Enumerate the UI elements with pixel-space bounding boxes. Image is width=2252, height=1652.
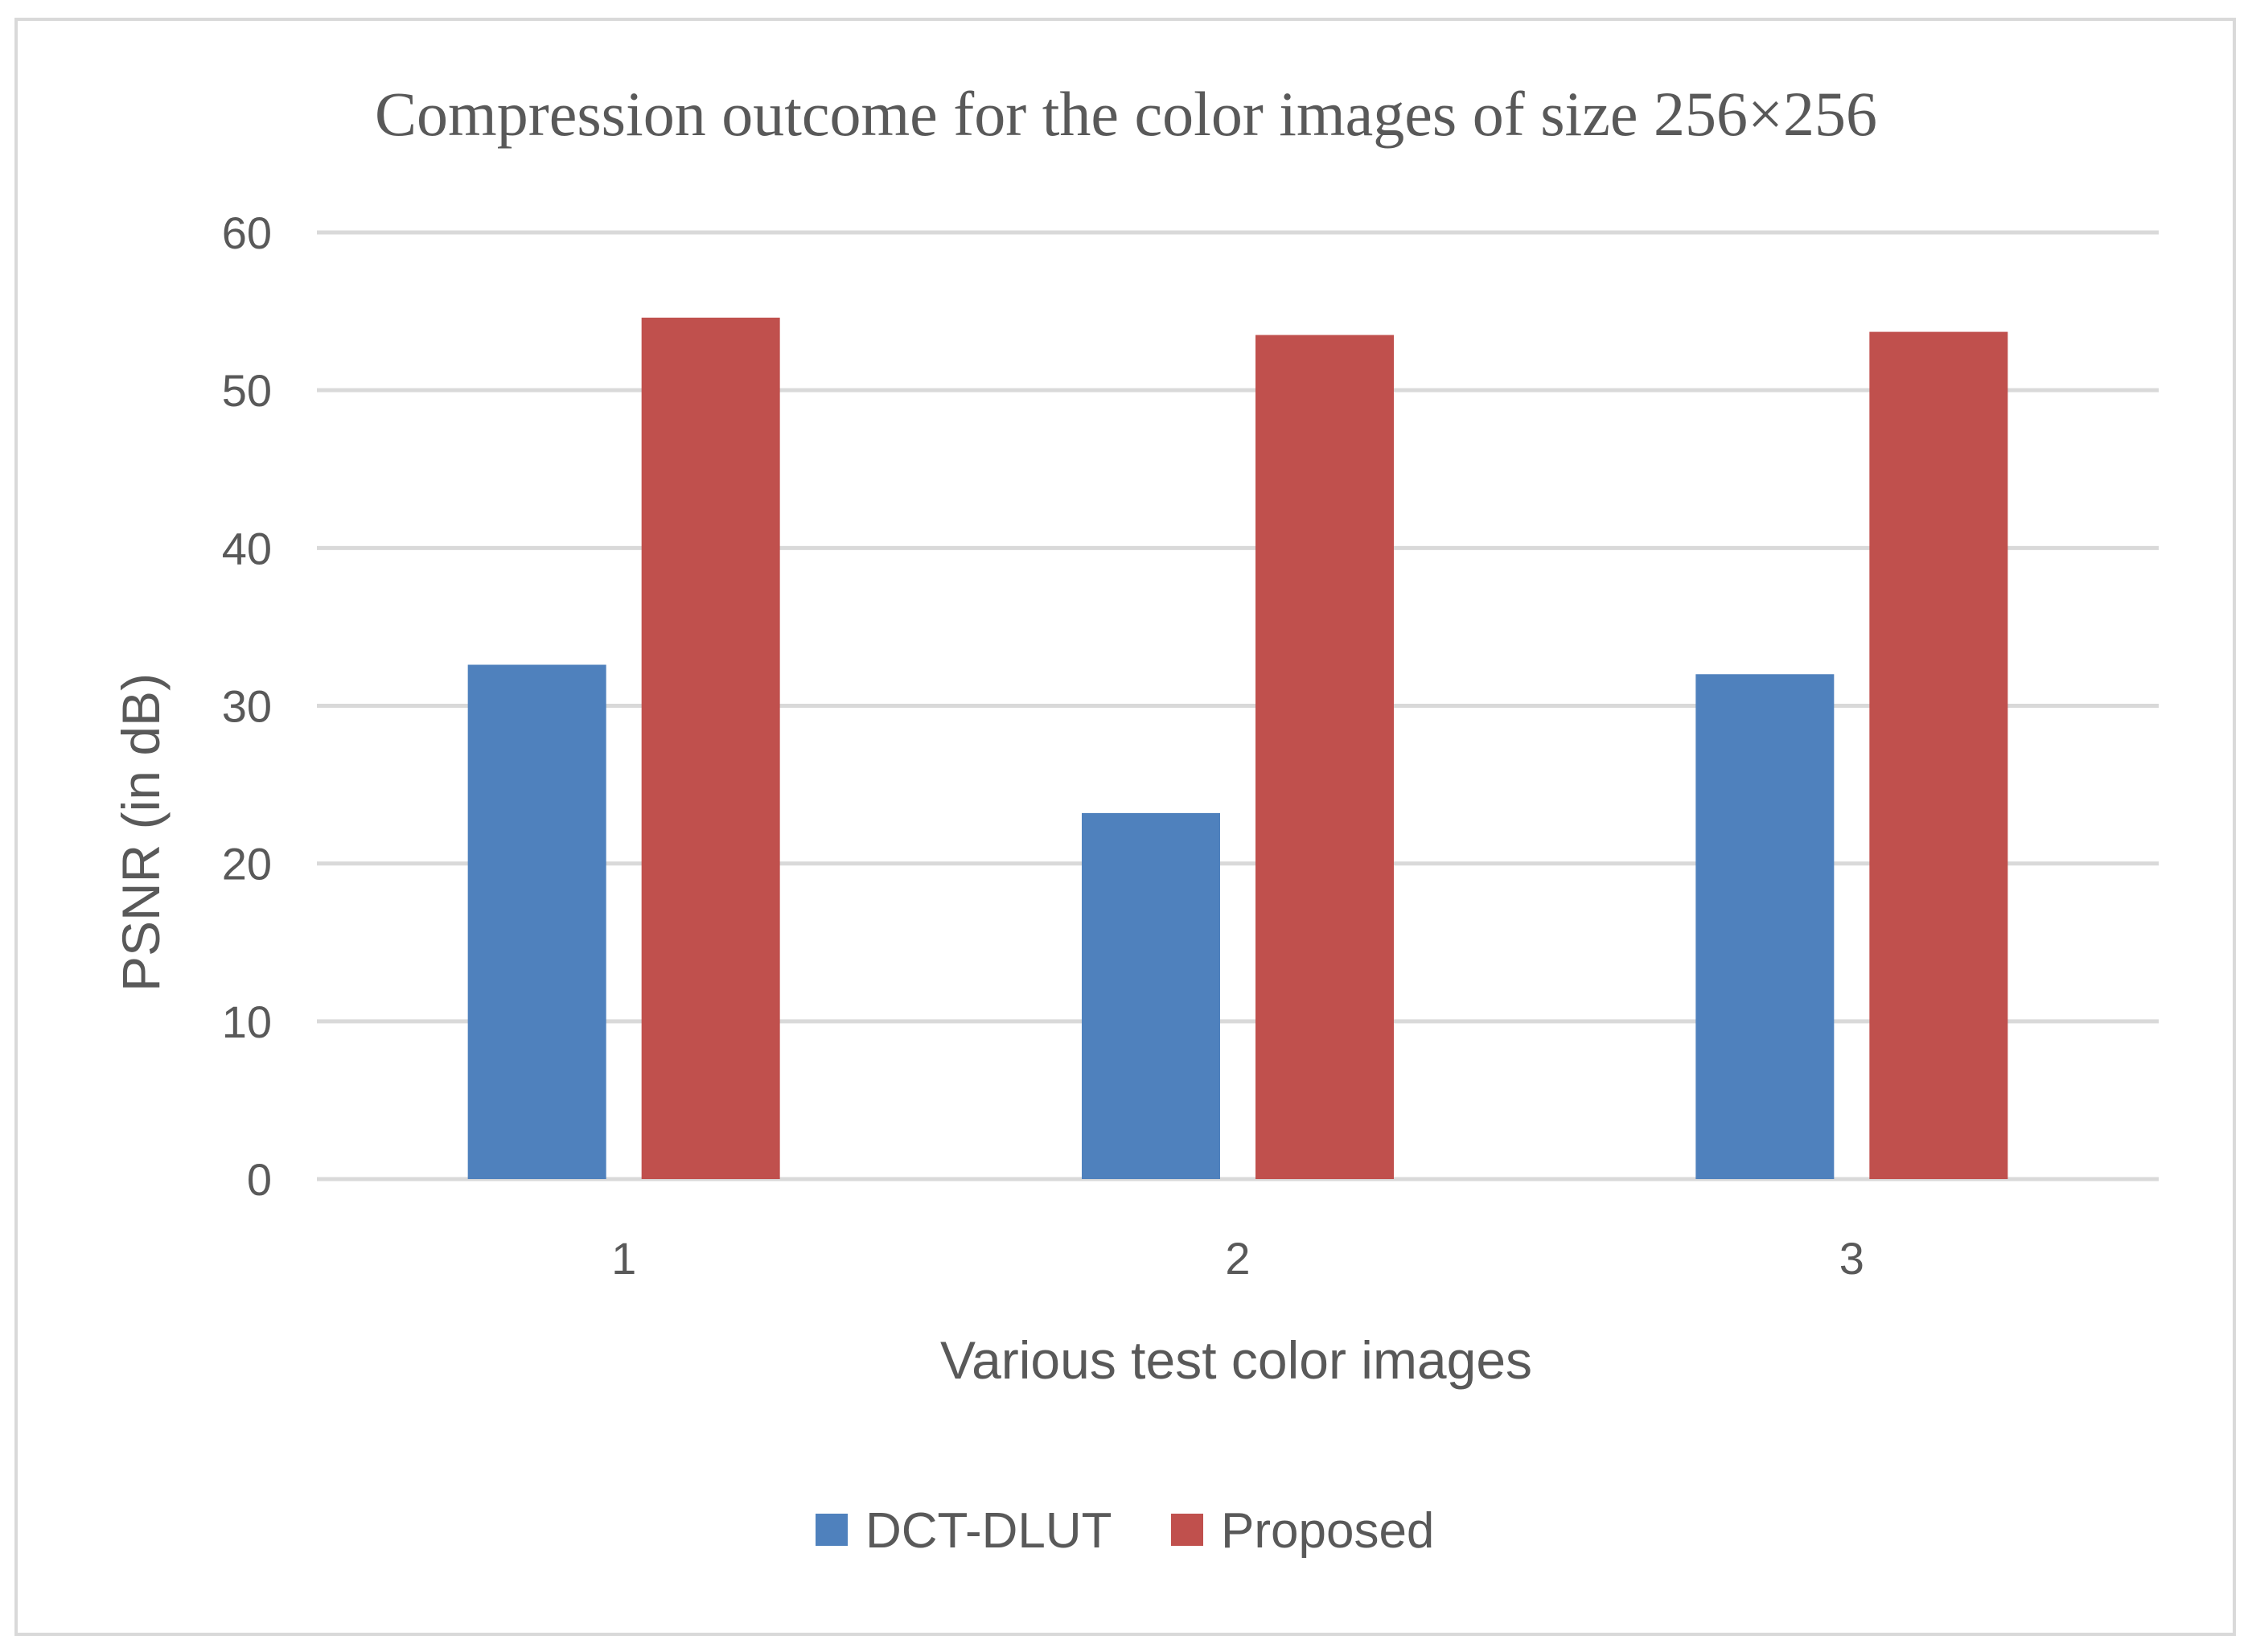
legend-label: DCT-DLUT [865, 1503, 1112, 1559]
x-tick-label: 1 [611, 1233, 636, 1284]
bar-dct-dlut-1 [467, 664, 606, 1179]
y-axis-ticks: 0 10 20 30 40 50 60 [222, 208, 272, 1205]
bar-proposed-3 [1869, 331, 2008, 1180]
y-tick-label: 30 [222, 681, 272, 732]
bar-dct-dlut-3 [1695, 674, 1835, 1179]
bars [467, 317, 2008, 1180]
x-axis-title: Various test color images [940, 1330, 1532, 1390]
y-tick-label: 50 [222, 365, 272, 416]
y-tick-label: 60 [222, 208, 272, 258]
bar-dct-dlut-2 [1082, 812, 1220, 1179]
legend: DCT-DLUT Proposed [816, 1503, 1434, 1559]
legend-swatch [816, 1514, 848, 1546]
y-tick-label: 0 [247, 1154, 272, 1205]
bar-proposed-1 [641, 317, 780, 1180]
y-tick-label: 10 [222, 997, 272, 1047]
y-axis-title: PSNR (in dB) [111, 673, 171, 992]
chart-title: Compression outcome for the color images… [375, 79, 1877, 149]
legend-item: Proposed [1171, 1503, 1434, 1559]
x-tick-label: 2 [1225, 1233, 1250, 1284]
y-tick-label: 40 [222, 523, 272, 573]
bar-proposed-2 [1255, 335, 1394, 1180]
x-axis-ticks: 1 2 3 [611, 1233, 1864, 1284]
legend-label: Proposed [1221, 1503, 1434, 1559]
legend-item: DCT-DLUT [816, 1503, 1112, 1559]
legend-swatch [1171, 1514, 1203, 1546]
gridlines [317, 230, 2159, 1181]
y-tick-label: 20 [222, 839, 272, 890]
x-tick-label: 3 [1839, 1233, 1864, 1284]
